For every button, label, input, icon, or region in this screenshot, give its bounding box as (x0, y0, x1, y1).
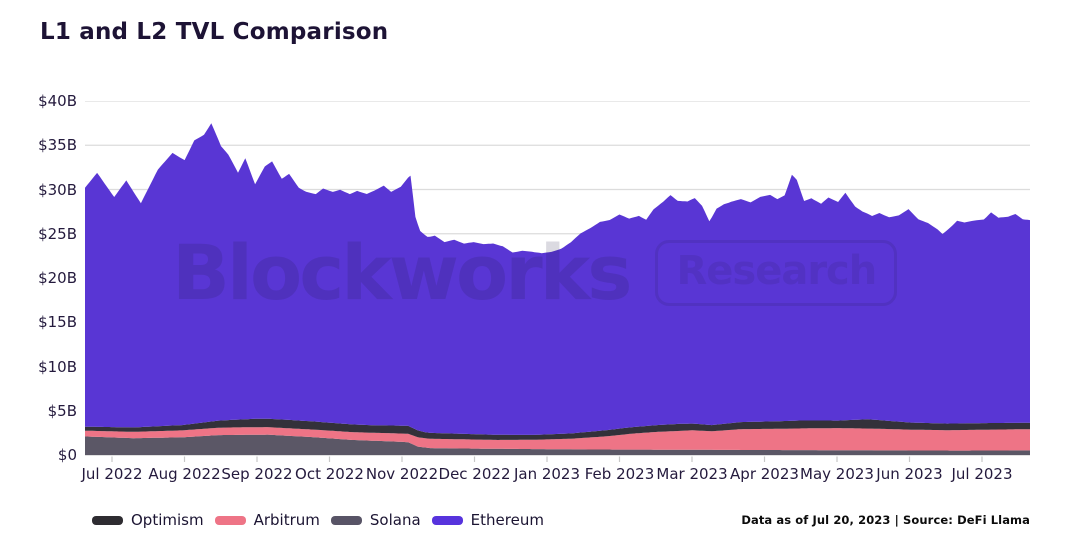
y-axis-label: $40B (38, 92, 77, 110)
legend-label: Ethereum (470, 511, 544, 529)
legend-label: Optimism (131, 511, 204, 529)
legend-item-arbitrum: Arbitrum (214, 511, 320, 529)
legend-swatch-ethereum (431, 515, 463, 525)
x-axis-label: Oct 2022 (295, 465, 364, 483)
legend-item-optimism: Optimism (92, 511, 204, 529)
x-axis-label: May 2023 (800, 465, 874, 483)
page-title: L1 and L2 TVL Comparison (40, 19, 389, 45)
tvl-stacked-area-chart (85, 101, 1030, 462)
x-axis-label: Dec 2022 (438, 465, 511, 483)
x-axis-label: Jan 2023 (513, 465, 581, 483)
y-axis-label: $25B (38, 224, 77, 243)
legend-swatch-optimism (92, 515, 123, 525)
legend-item-solana: Solana (330, 511, 421, 529)
x-axis-label: Nov 2022 (365, 465, 439, 483)
x-axis-label: Mar 2023 (656, 465, 728, 483)
y-axis-label: $0 (57, 446, 77, 464)
legend-label: Solana (369, 511, 421, 529)
y-axis-label: $5B (47, 401, 77, 420)
y-axis-label: $10B (38, 357, 77, 376)
chart-legend: Optimism Arbitrum Solana Ethereum (92, 511, 555, 529)
legend-label: Arbitrum (253, 511, 320, 529)
legend-item-ethereum: Ethereum (431, 511, 544, 529)
x-axis-label: Jul 2023 (951, 465, 1013, 483)
x-axis-label: Jul 2022 (81, 465, 143, 483)
y-axis-label: $20B (38, 269, 77, 287)
y-axis-label: $15B (38, 313, 77, 332)
x-axis-label: Aug 2022 (148, 465, 221, 483)
source-footnote: Data as of Jul 20, 2023 | Source: DeFi L… (741, 513, 1030, 527)
x-axis-label: Feb 2023 (584, 465, 655, 483)
y-axis-label: $35B (38, 136, 77, 155)
x-axis-label: Apr 2023 (730, 465, 799, 483)
x-axis-label: Sep 2022 (221, 465, 293, 483)
x-axis-label: Jun 2023 (876, 465, 943, 483)
y-axis-label: $30B (38, 180, 77, 199)
legend-swatch-arbitrum (214, 515, 246, 525)
legend-swatch-solana (330, 515, 362, 525)
